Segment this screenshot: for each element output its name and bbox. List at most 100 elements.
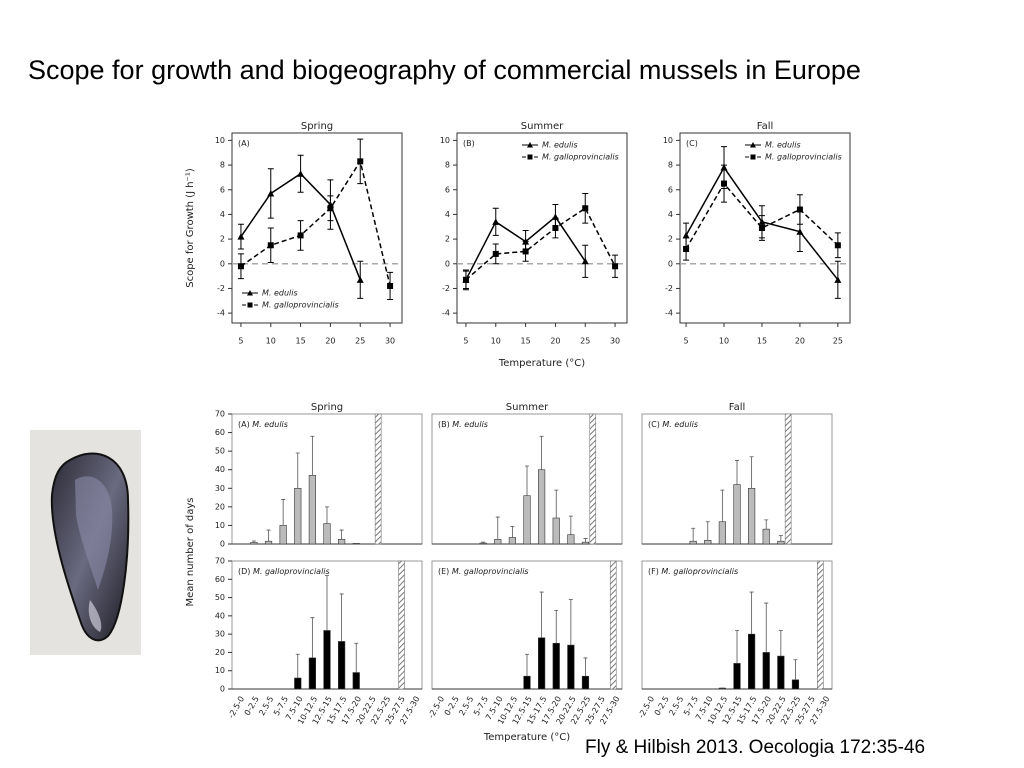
plot-frame bbox=[231, 132, 403, 324]
error-bar bbox=[583, 657, 588, 677]
y-tick-label: 4 bbox=[668, 210, 673, 219]
error-bar bbox=[295, 452, 300, 489]
panel-letter: (D) bbox=[238, 567, 250, 576]
bar bbox=[762, 652, 770, 690]
point-marker bbox=[356, 276, 364, 283]
panel-letter: (A) bbox=[238, 420, 250, 429]
x-tick-label: 10 bbox=[719, 337, 729, 346]
point-marker bbox=[834, 242, 841, 249]
y-tick-label: 20 bbox=[215, 502, 225, 511]
y-tick-label: 2 bbox=[445, 235, 450, 244]
y-tick-label: -2 bbox=[665, 284, 673, 293]
y-tick-label: 4 bbox=[445, 210, 450, 219]
y-tick-label: 10 bbox=[440, 136, 450, 145]
legend-marker bbox=[247, 302, 253, 308]
point-marker bbox=[387, 282, 394, 289]
panel-species: M. galloprovincialis bbox=[253, 567, 330, 576]
bar bbox=[748, 487, 756, 545]
y-tick-label: 0 bbox=[220, 685, 225, 694]
bar bbox=[538, 637, 546, 690]
point-marker bbox=[522, 248, 529, 255]
x-tick-label: 5 bbox=[684, 337, 689, 346]
legend-marker bbox=[750, 154, 756, 160]
panel-letter: (C) bbox=[686, 139, 698, 148]
y-tick-label: 2 bbox=[668, 235, 673, 244]
bar bbox=[538, 469, 546, 545]
y-tick-label: 30 bbox=[215, 630, 225, 639]
panel-label: (B) M. edulis bbox=[438, 420, 488, 429]
y-tick-label: 50 bbox=[215, 593, 225, 602]
bar bbox=[567, 534, 575, 545]
error-bar bbox=[778, 535, 783, 542]
bar bbox=[523, 495, 531, 545]
point-marker bbox=[552, 225, 559, 231]
x-tick-label: 20 bbox=[325, 337, 335, 346]
limit-bar bbox=[374, 413, 382, 545]
y-tick-label: -4 bbox=[217, 309, 225, 318]
error-bar bbox=[691, 527, 696, 542]
error-bar bbox=[339, 593, 344, 642]
bar bbox=[733, 663, 741, 690]
bar bbox=[567, 644, 575, 690]
error-bar bbox=[720, 489, 725, 522]
bar bbox=[581, 675, 590, 690]
error-bar bbox=[554, 489, 559, 518]
y-tick-label: -2 bbox=[217, 284, 225, 293]
y-tick-label: 6 bbox=[668, 185, 673, 194]
x-tick-label: -2.5-0 bbox=[427, 695, 447, 720]
panel-letter: (C) bbox=[648, 420, 660, 429]
bar bbox=[733, 484, 741, 545]
panel-title: Fall bbox=[729, 402, 746, 413]
legend-label: M. galloprovincialis bbox=[765, 153, 842, 162]
x-tick-label: 5 bbox=[238, 337, 243, 346]
panel-label: (E) M. galloprovincialis bbox=[438, 567, 529, 576]
limit-bar bbox=[609, 560, 617, 690]
y-tick-label: 10 bbox=[663, 136, 673, 145]
panel-label: (D) M. galloprovincialis bbox=[238, 567, 330, 576]
legend-marker bbox=[527, 142, 533, 148]
bar bbox=[777, 540, 785, 545]
limit-bar bbox=[817, 560, 824, 690]
bar bbox=[704, 539, 712, 545]
bar bbox=[338, 539, 346, 545]
point-marker bbox=[758, 225, 765, 231]
error-bar bbox=[749, 591, 754, 635]
legend-label: M. edulis bbox=[542, 141, 578, 150]
x-tick-label: 25 bbox=[355, 337, 365, 346]
error-bar bbox=[525, 653, 529, 677]
error-bar bbox=[705, 521, 710, 541]
legend-marker bbox=[527, 154, 533, 160]
series-line bbox=[240, 159, 391, 287]
y-axis-label: Mean number of days bbox=[185, 497, 196, 606]
legend-label: M. galloprovincialis bbox=[542, 153, 619, 162]
bar bbox=[689, 540, 697, 545]
panel-species: M. galloprovincialis bbox=[452, 567, 529, 576]
bar bbox=[494, 539, 502, 545]
y-tick-label: 0 bbox=[668, 259, 673, 268]
error-bar bbox=[568, 515, 573, 535]
error-bar bbox=[749, 456, 754, 489]
point-marker bbox=[297, 232, 304, 239]
bar bbox=[791, 679, 800, 690]
bar bbox=[294, 677, 302, 690]
point-marker bbox=[796, 228, 804, 235]
y-tick-label: 6 bbox=[445, 185, 450, 194]
error-bar bbox=[554, 609, 559, 644]
error-bar bbox=[793, 659, 798, 680]
y-tick-label: 0 bbox=[220, 259, 225, 268]
bar bbox=[308, 657, 316, 690]
panel-label: (F) M. galloprovincialis bbox=[648, 567, 738, 576]
point-marker bbox=[581, 257, 589, 265]
panel-title: Spring bbox=[311, 402, 343, 413]
citation: Fly & Hilbish 2013. Oecologia 172:35-46 bbox=[585, 737, 925, 758]
point-marker bbox=[796, 206, 803, 213]
error-bar bbox=[539, 435, 544, 470]
bar bbox=[718, 521, 726, 545]
y-tick-label: 40 bbox=[215, 465, 225, 474]
error-bar bbox=[495, 516, 500, 540]
panel-species: M. edulis bbox=[252, 420, 288, 429]
x-tick-label: 30 bbox=[385, 337, 395, 346]
panel-letter: (B) bbox=[438, 420, 450, 429]
legend-marker bbox=[750, 142, 756, 148]
point-marker bbox=[492, 250, 499, 257]
